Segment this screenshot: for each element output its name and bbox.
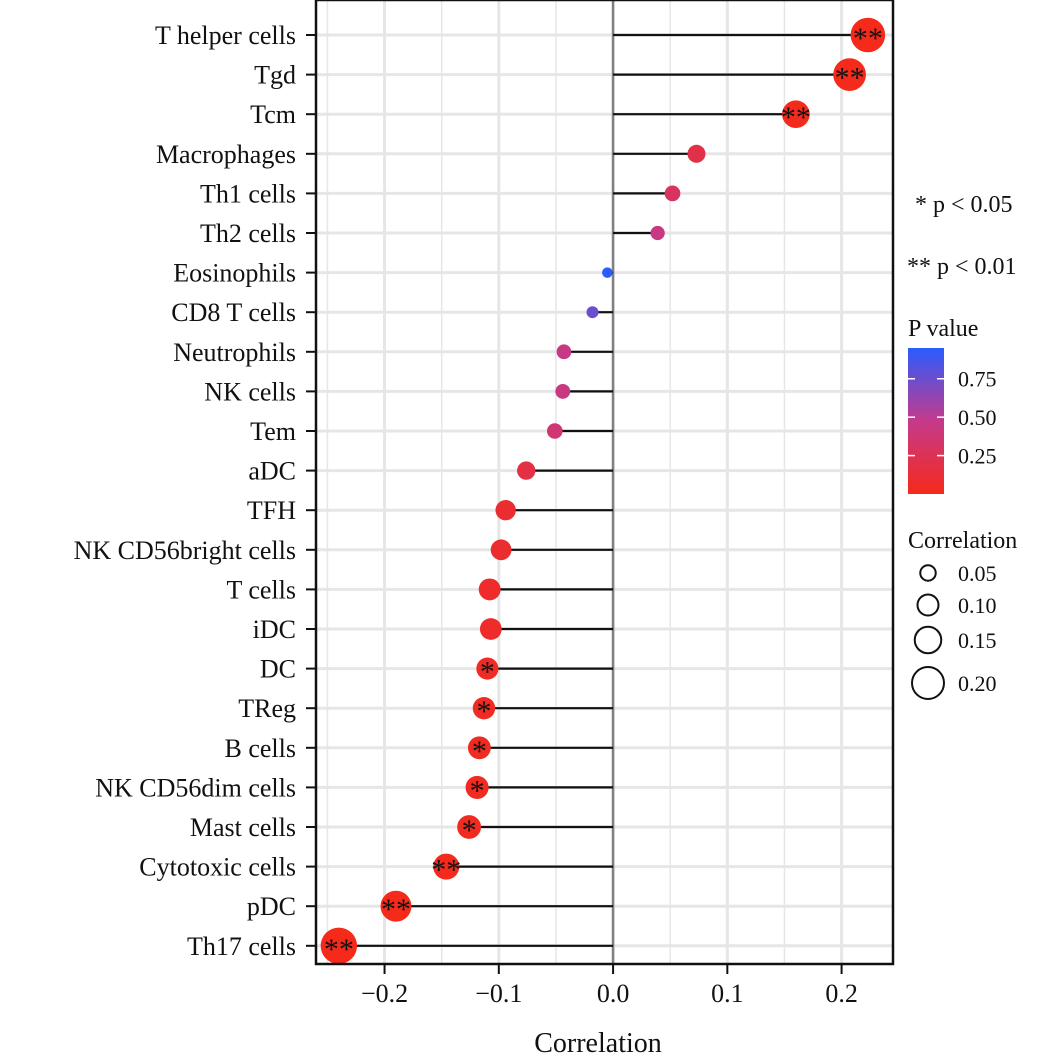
x-tick-label-0: −0.2 [361,979,408,1008]
x-tick-label-1: −0.1 [475,979,522,1008]
colorbar-tick-label-0: 0.75 [958,367,997,392]
point-10 [546,423,563,439]
y-label-3: Macrophages [156,140,296,169]
point-11 [517,461,536,480]
y-label-2: Tcm [250,100,296,129]
point-13 [490,539,512,561]
point-19 [465,775,489,799]
x-axis-ticks: −0.2 −0.1 0.0 0.1 0.2 [361,964,858,1008]
x-tick-label-4: 0.2 [825,979,858,1008]
signif-marker-17: * [476,695,491,728]
size-legend-circle-1 [916,593,940,617]
x-tick-label-3: 0.1 [711,979,744,1008]
colorbar-ticks: 0.75 0.50 0.25 [908,367,997,469]
panel-border [314,0,895,966]
signif-marker-0: ** [853,22,883,55]
y-label-18: B cells [225,734,297,763]
point-4 [664,185,681,202]
lollipop-stems [338,33,868,947]
y-label-5: Th2 cells [200,219,296,248]
y-label-9: NK cells [204,377,296,406]
signif-marker-18: * [472,735,487,768]
point-5 [650,225,665,241]
y-axis-labels: T helper cells Tgd Tcm Macrophages Th1 cells… [74,21,316,961]
legend-note-p01: ** p < 0.01 [907,254,1017,280]
point-21 [433,853,460,880]
size-legend-circle-0 [919,564,937,582]
y-label-23: Th17 cells [187,932,296,961]
y-label-6: Eosinophils [173,259,296,288]
point-9 [555,383,571,399]
y-label-10: Tem [250,417,296,446]
size-legend-label-1: 0.10 [958,593,997,618]
size-legend-items: 0.05 0.10 0.15 0.20 [911,561,997,700]
signif-marker-20: * [462,814,477,847]
y-label-19: NK CD56dim cells [95,773,296,802]
y-label-7: CD8 T cells [171,298,296,327]
legend-size-title: Correlation [908,528,1017,554]
size-legend-label-2: 0.15 [958,628,997,653]
y-label-21: Cytotoxic cells [139,853,296,882]
point-17 [472,696,496,720]
point-18 [467,736,491,760]
colorbar-tick-label-1: 0.50 [958,405,997,430]
point-20 [457,815,482,839]
point-7 [586,306,599,319]
signif-marker-1: ** [835,62,865,95]
y-label-0: T helper cells [155,21,296,50]
point-6 [602,267,613,278]
point-15 [479,618,502,640]
point-12 [495,500,516,521]
y-label-12: TFH [247,496,296,525]
p-value-colorbar [908,348,944,494]
point-3 [687,144,706,163]
signif-marker-19: * [470,774,485,807]
size-legend-label-0: 0.05 [958,561,997,586]
point-23 [320,927,358,964]
point-8 [556,344,572,360]
signif-marker-23: ** [324,933,354,966]
y-label-1: Tgd [254,61,296,90]
significance-markers: ***************** [324,22,883,966]
lollipop-points [320,17,886,964]
point-2 [782,100,810,128]
y-label-13: NK CD56bright cells [74,536,296,565]
x-tick-label-2: 0.0 [597,979,630,1008]
grid-lines [316,0,893,964]
point-16 [476,657,499,680]
legend-note-p05: * p < 0.05 [915,192,1013,218]
size-legend-label-3: 0.20 [958,671,997,696]
y-label-14: T cells [226,575,296,604]
signif-marker-21: ** [431,854,461,887]
y-label-16: DC [260,655,296,684]
signif-marker-16: * [480,656,495,689]
y-label-4: Th1 cells [200,179,296,208]
y-label-8: Neutrophils [173,338,296,367]
legend-color-title: P value [908,316,978,342]
colorbar-tick-label-2: 0.25 [958,444,997,469]
y-label-11: aDC [248,457,296,486]
point-1 [833,58,866,91]
legend: * p < 0.05 ** p < 0.01 P value 0.750.500… [907,192,1017,700]
point-0 [850,17,886,53]
y-label-17: TReg [238,694,296,723]
point-14 [478,578,501,601]
point-22 [380,890,412,922]
signif-marker-22: ** [381,893,411,926]
y-label-15: iDC [253,615,296,644]
signif-marker-2: ** [781,101,811,134]
y-label-22: pDC [247,892,296,921]
x-axis-title: Correlation [534,1028,662,1059]
size-legend-circle-3 [911,666,945,700]
size-legend-circle-2 [913,625,943,655]
y-label-20: Mast cells [190,813,296,842]
